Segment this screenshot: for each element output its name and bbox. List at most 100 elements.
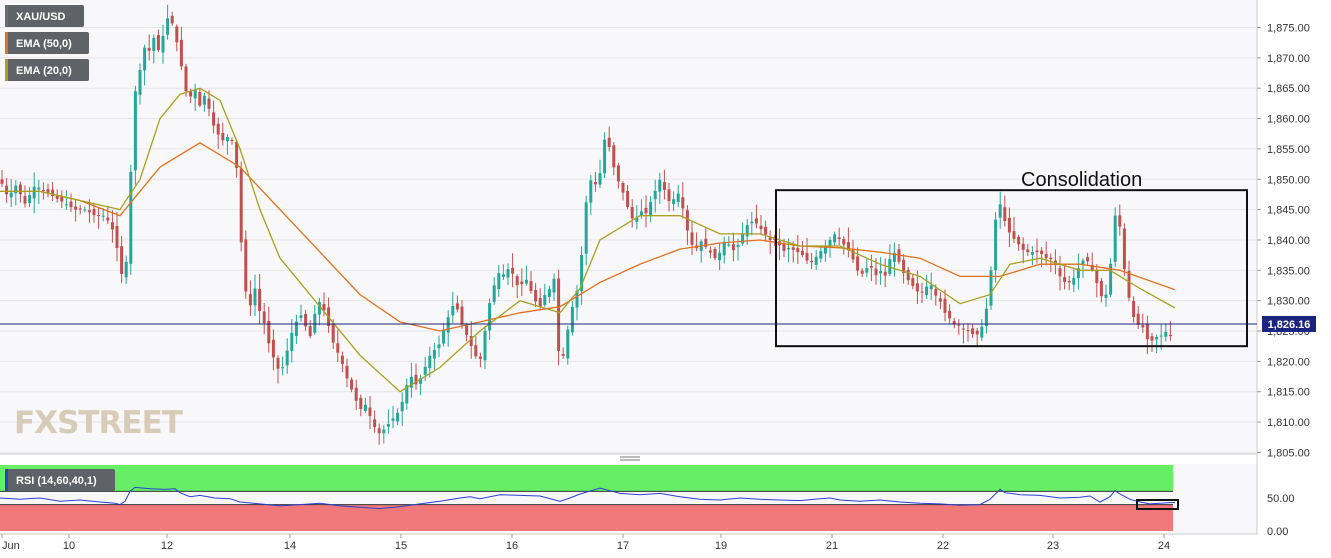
candle-up [363,404,367,411]
candle-down [1040,250,1044,255]
candle-down [621,183,625,193]
candle-up [32,186,36,199]
time-tick-label: 23 [1047,540,1059,552]
candle-up [635,217,639,222]
candle-up [124,261,128,278]
candle-down [262,311,266,323]
legend-ema20-label: EMA (20,0) [16,65,72,77]
candle-up [14,185,18,194]
candle-up [405,385,409,404]
time-tick-label: 14 [284,540,296,552]
legend-ema50-label: EMA (50,0) [16,38,72,50]
pane-splitter-handle[interactable] [620,456,640,461]
candle-up [672,199,676,205]
time-tick-label: 17 [617,540,629,552]
candle-up [833,234,837,243]
price-tick-label: 1,820.00 [1267,356,1310,368]
candle-down [667,189,671,202]
candle-up [603,139,607,174]
candle-up [391,418,395,421]
candle-down [336,343,340,353]
candle-down [74,206,78,210]
time-tick-label: 15 [395,540,407,552]
legend-item-ema50[interactable]: EMA (50,0) [5,32,89,54]
candle-down [1021,243,1025,250]
candle-down [934,288,938,296]
candle-down [612,145,616,168]
candle-up [828,239,832,247]
candle-up [497,273,501,289]
candle-down [630,206,634,219]
candle-up [386,423,390,427]
candlesticks [0,4,1172,445]
candle-up [428,355,432,369]
candle-up [294,321,298,336]
candle-down [258,288,262,311]
candle-down [18,184,22,195]
candle-up [488,303,492,331]
candle-down [368,407,372,416]
candle-down [474,345,478,357]
price-tick-label: 1,860.00 [1267,114,1310,126]
candle-down [322,304,326,311]
candle-up [285,350,289,366]
candle-up [1155,337,1159,340]
price-tick-label: 1,855.00 [1267,144,1310,156]
candle-up [1072,277,1076,285]
candle-down [561,354,565,356]
ema-lines [0,87,1176,393]
candle-down [800,250,804,256]
candle-down [938,298,942,302]
legend-item-ema20[interactable]: EMA (20,0) [5,59,89,81]
rsi-legend-swatch [5,469,8,491]
candle-down [460,306,464,324]
time-tick-label: 12 [161,540,173,552]
candle-up [152,37,156,52]
candle-down [902,259,906,273]
candle-down [883,271,887,276]
candle-down [198,92,202,106]
time-tick-label: 10 [63,540,75,552]
candle-down [1017,236,1021,245]
legend-ema50-swatch [5,32,8,54]
candle-up [879,271,883,274]
candle-down [373,419,377,428]
candle-up [718,252,722,261]
candle-up [566,329,570,359]
legend-item-symbol[interactable]: XAU/USD [5,5,84,27]
grid [0,27,1257,453]
candle-up [980,326,984,338]
candle-up [64,204,68,206]
candle-down [179,39,183,67]
time-tick-label: 16 [506,540,518,552]
candle-down [593,182,597,185]
candle-down [1136,313,1140,325]
candle-up [492,285,496,302]
candle-down [1049,257,1053,260]
candle-down [690,232,694,245]
legend-ema50-bg [5,32,89,54]
legend: XAU/USD EMA (50,0) EMA (20,0) [5,5,89,81]
candle-down [607,137,611,147]
candle-down [906,269,910,281]
candle-down [708,250,712,253]
candle-up [442,330,446,344]
candle-down [520,281,524,285]
candle-down [851,250,855,260]
legend-symbol-bg [5,5,84,27]
candle-down [354,387,358,401]
candle-up [989,270,993,306]
candle-up [138,69,142,95]
candle-up [419,378,423,384]
candle-down [626,190,630,207]
candle-up [143,47,147,71]
candle-up [193,89,197,99]
candle-up [727,244,731,246]
candle-down [78,208,82,210]
candle-down [915,283,919,292]
candle-down [1012,231,1016,239]
candle-down [515,276,519,286]
candle-up [552,278,556,293]
candle-down [731,244,735,251]
candle-down [414,374,418,385]
